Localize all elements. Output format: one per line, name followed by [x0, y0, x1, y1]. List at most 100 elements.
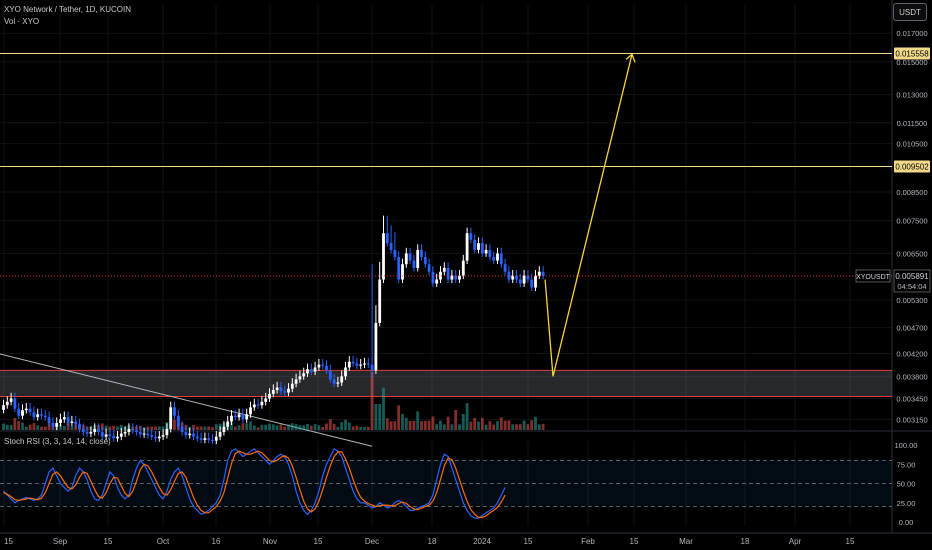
- indicator-label: Stoch RSI (3, 3, 14, 14, close): [4, 437, 111, 446]
- candle-body: [302, 373, 306, 377]
- candle-body: [484, 249, 488, 254]
- time-tick-label: 18: [741, 537, 750, 546]
- price-tick-label: 0.010500: [896, 140, 927, 149]
- volume-bar: [340, 422, 344, 430]
- volume-bar: [112, 425, 116, 430]
- symbol-label: XYOUSDT: [856, 274, 891, 281]
- candle-body: [176, 415, 180, 427]
- level-tag: [894, 47, 930, 60]
- volume-bar: [116, 426, 119, 430]
- volume-bar: [412, 420, 416, 430]
- price-tick-label: 0.011500: [897, 119, 928, 128]
- volume-bar: [534, 416, 537, 430]
- volume-bar: [469, 421, 473, 430]
- volume-bar: [298, 425, 302, 430]
- volume-bar: [32, 423, 36, 430]
- candle-body: [442, 267, 446, 272]
- time-tick-label: 15: [524, 537, 533, 546]
- volume-label: Vol · XYO: [4, 17, 40, 26]
- candle-body: [112, 435, 116, 439]
- volume-bar: [59, 424, 62, 430]
- currency-button[interactable]: USDT: [893, 3, 927, 21]
- volume-bar: [43, 426, 47, 430]
- candle-body: [515, 275, 518, 280]
- candle-body: [522, 275, 526, 284]
- volume-bar: [108, 426, 112, 430]
- volume-bar: [283, 426, 287, 430]
- price-tick-label: 0.013000: [896, 91, 927, 100]
- candle-body: [458, 275, 461, 280]
- candle-body: [89, 432, 93, 434]
- volume-bar: [161, 426, 165, 430]
- price-tick-label: 0.017000: [896, 29, 927, 38]
- grid: [0, 0, 932, 534]
- candle-body: [249, 407, 252, 415]
- candle-body: [492, 256, 496, 261]
- candle-body: [55, 423, 59, 427]
- volume-bar: [211, 427, 214, 430]
- candle-body: [359, 364, 363, 366]
- volume-bar: [336, 426, 340, 430]
- candle-body: [154, 436, 157, 439]
- volume-bar: [537, 424, 541, 430]
- volume-bar: [290, 423, 294, 430]
- current-price-label: 0.005891: [895, 272, 929, 281]
- trendline-line: [0, 353, 373, 447]
- volume-bar: [401, 413, 404, 430]
- volume-bar: [385, 418, 389, 430]
- volume-bar: [192, 424, 195, 430]
- candle-body: [59, 419, 62, 423]
- candle-body: [104, 434, 108, 437]
- price-tick-label: 0.003450: [896, 395, 927, 404]
- volume-bar: [492, 424, 496, 430]
- time-tick-label: 15: [104, 537, 113, 546]
- volume-bar: [458, 424, 461, 430]
- candle-body: [32, 412, 36, 418]
- stoch-d-line: [3, 450, 506, 519]
- candle-body: [123, 432, 127, 434]
- candle-body: [363, 363, 366, 365]
- volume-bar: [461, 414, 465, 430]
- candle-body: [347, 361, 351, 368]
- candle-body: [36, 414, 40, 418]
- candle-body: [70, 421, 74, 423]
- volume-bar: [374, 404, 378, 430]
- projection-arrowhead: [625, 53, 636, 63]
- volume-bar: [496, 421, 499, 430]
- candle-body: [66, 417, 70, 423]
- volume-bar: [366, 426, 370, 430]
- candle-body: [40, 414, 43, 416]
- candle-body: [192, 433, 195, 437]
- candle-body: [230, 415, 233, 422]
- volume-bar: [465, 403, 469, 430]
- volume-bar: [370, 372, 374, 430]
- candle-body: [142, 433, 146, 435]
- volume-bar: [157, 426, 161, 430]
- candle-body: [518, 279, 522, 284]
- candle-body: [78, 424, 81, 429]
- countdown-label: 04:54:04: [897, 282, 926, 291]
- volume-bar: [439, 420, 442, 430]
- volume-bar: [397, 405, 401, 430]
- candle-body: [279, 387, 283, 392]
- volume-bar: [214, 424, 218, 430]
- volume-bar: [271, 424, 275, 430]
- volume-bar: [393, 421, 397, 430]
- candle-body: [412, 260, 416, 268]
- candle-body: [271, 390, 275, 394]
- candle-body: [416, 249, 420, 268]
- volume-bar: [404, 417, 408, 430]
- price-tick-label: 0.007500: [896, 217, 927, 226]
- candle-body: [344, 367, 347, 377]
- candle-body: [146, 433, 150, 436]
- volume-bar: [207, 426, 211, 430]
- time-tick-label: 15: [630, 537, 639, 546]
- volume-bar: [279, 424, 283, 430]
- volume-bar: [317, 425, 321, 430]
- candle-body: [385, 233, 389, 244]
- volume-bar: [473, 418, 477, 430]
- candle-body: [488, 249, 492, 257]
